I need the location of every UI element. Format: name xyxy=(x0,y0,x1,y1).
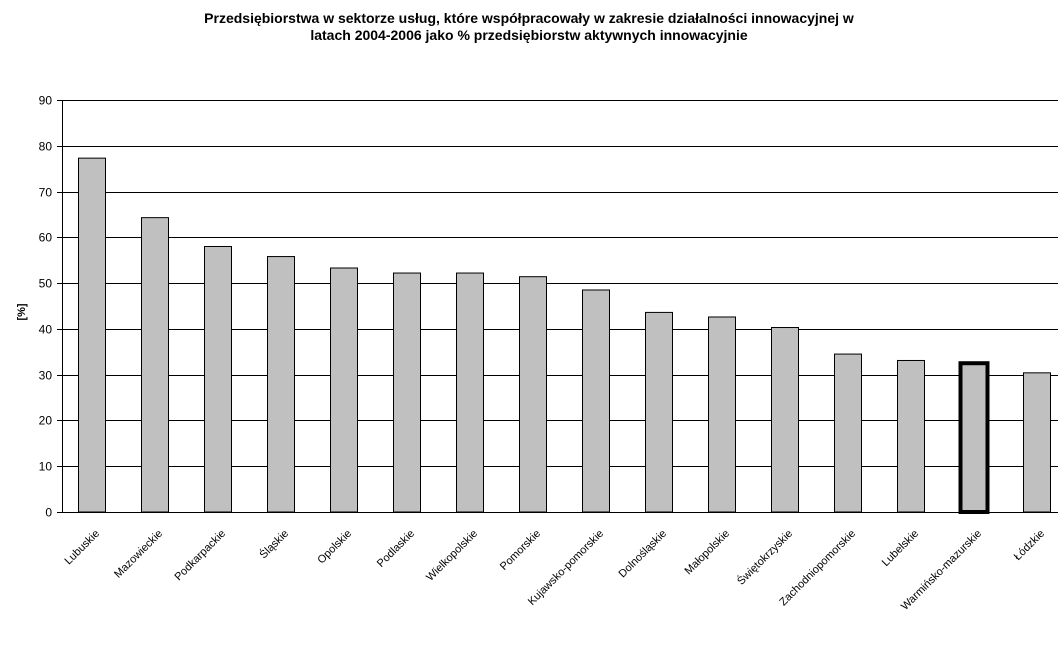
y-tick-label: 80 xyxy=(39,140,53,154)
x-category-label: Opolskie xyxy=(315,528,354,567)
y-tick-label: 30 xyxy=(39,369,53,383)
y-tick-label: 50 xyxy=(39,277,53,291)
y-axis-label: [%] xyxy=(16,303,28,320)
x-category-label: Podlaskie xyxy=(375,528,417,570)
y-tick-label: 10 xyxy=(39,460,53,474)
y-tick-label: 60 xyxy=(39,231,53,245)
bar xyxy=(645,311,673,513)
x-category-label: Lubelskie xyxy=(880,528,921,569)
chart-title-line-2: latach 2004-2006 jako % przedsiębiorstw … xyxy=(310,27,748,43)
bars xyxy=(78,157,1051,514)
bar-highlighted xyxy=(958,361,990,514)
y-tick-label: 20 xyxy=(39,414,53,428)
bar xyxy=(204,245,232,513)
bar xyxy=(897,359,925,513)
bar xyxy=(708,316,736,513)
axes xyxy=(57,100,1058,513)
x-category-label: Podkarpackie xyxy=(173,528,229,584)
x-category-label: Małopolskie xyxy=(683,528,733,578)
bar xyxy=(456,272,484,513)
x-category-labels: Lubuskie Mazowieckie Podkarpackie Śląskie Op… xyxy=(62,527,1047,613)
bar xyxy=(834,353,862,513)
bar xyxy=(582,289,610,513)
y-tick-labels: 0 10 20 30 40 50 60 70 80 90 xyxy=(39,94,53,520)
x-category-label: Świętokrzyskie xyxy=(734,527,795,588)
x-category-label: Łódzkie xyxy=(1012,528,1047,563)
bar xyxy=(771,327,799,513)
bar xyxy=(267,256,295,513)
x-category-label: Dolnośląskie xyxy=(617,528,670,581)
chart-title-line-1: Przedsiębiorstwa w sektorze usług, które… xyxy=(204,10,854,26)
y-tick-label: 90 xyxy=(39,94,53,108)
x-category-label: Śląskie xyxy=(257,527,291,561)
x-category-label: Pomorskie xyxy=(498,528,543,573)
bar xyxy=(141,217,169,513)
bar xyxy=(1023,372,1051,513)
y-tick-label: 70 xyxy=(39,186,53,200)
bar xyxy=(519,276,547,513)
y-tick-label: 0 xyxy=(45,506,52,520)
y-tick-label: 40 xyxy=(39,323,53,337)
bar xyxy=(78,157,106,513)
x-category-label: Lubuskie xyxy=(62,528,102,568)
x-category-label: Wielkopolskie xyxy=(424,528,480,584)
bar xyxy=(393,272,421,513)
x-category-label: Mazowieckie xyxy=(112,528,165,581)
chart-title: Przedsiębiorstwa w sektorze usług, które… xyxy=(0,10,1058,44)
bar xyxy=(330,267,358,513)
